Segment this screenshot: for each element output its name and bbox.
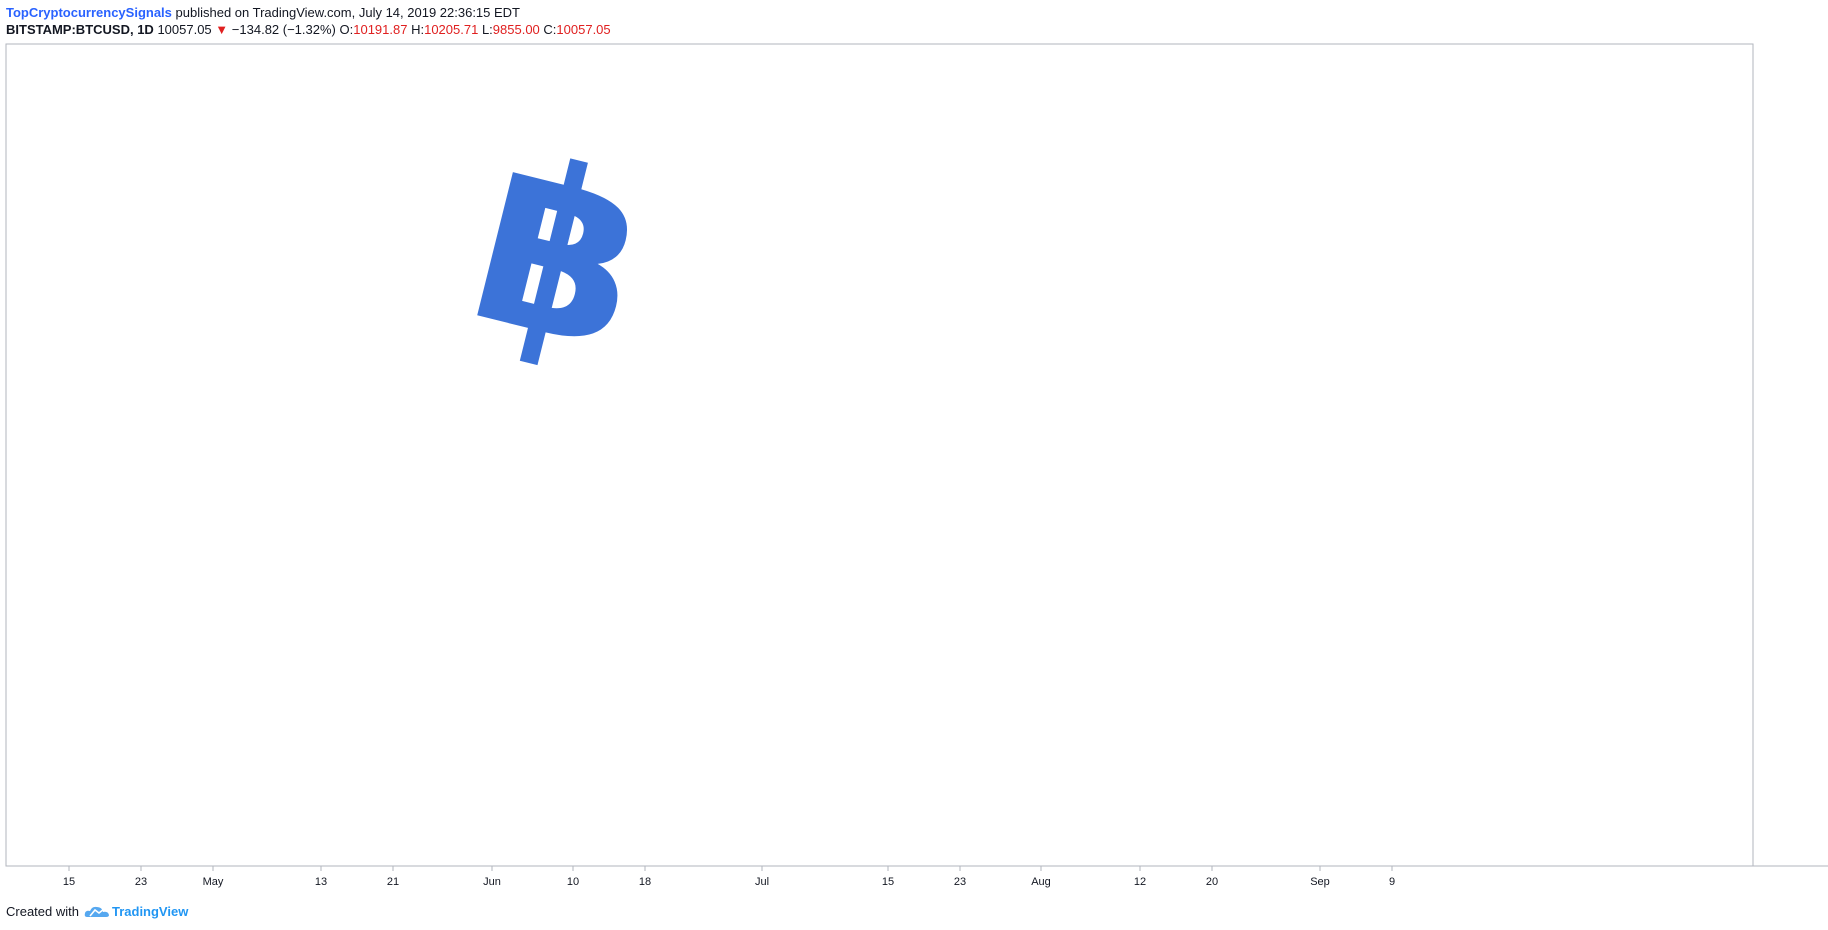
open-value: 10191.87: [353, 22, 408, 37]
time-axis[interactable]: 15 23 May 13 21 Jun 10 18 Jul 15 23 Aug 12 20 Sep 9: [63, 866, 1395, 888]
last-price: 10057.05: [157, 22, 212, 37]
price-change: −134.82 (−1.32%): [231, 22, 336, 37]
time-tick-label: Jul: [755, 876, 769, 888]
footer: Created with TradingView: [6, 903, 188, 921]
time-tick-label: 23: [135, 876, 147, 888]
time-tick-label: Jun: [483, 876, 501, 888]
time-tick-label: 15: [63, 876, 75, 888]
time-tick-label: 10: [567, 876, 579, 888]
time-tick-label: Sep: [1310, 876, 1330, 888]
time-tick-label: 20: [1206, 876, 1218, 888]
created-with-label: Created with: [6, 904, 79, 919]
tradingview-cloud-icon: [84, 906, 109, 917]
change-arrow-icon: ▼: [215, 22, 229, 37]
low-value: 9855.00: [492, 22, 540, 37]
time-tick-label: May: [203, 876, 224, 888]
time-tick-label: 21: [387, 876, 399, 888]
high-label: H:: [411, 22, 425, 37]
close-label: C:: [543, 22, 557, 37]
symbol-label[interactable]: BITSTAMP:BTCUSD, 1D: [6, 22, 154, 37]
ohlc-legend: BITSTAMP:BTCUSD, 1D 10057.05 ▼ −134.82 (…: [6, 21, 611, 39]
open-label: O:: [339, 22, 354, 37]
time-tick-label: 15: [882, 876, 894, 888]
low-label: L:: [481, 22, 493, 37]
publish-info: published on TradingView.com, July 14, 2…: [171, 5, 520, 20]
time-tick-label: Aug: [1031, 876, 1051, 888]
time-tick-label: 23: [954, 876, 966, 888]
high-value: 10205.71: [424, 22, 479, 37]
close-value: 10057.05: [556, 22, 611, 37]
author-link[interactable]: TopCryptocurrencySignals: [6, 5, 172, 20]
tradingview-brand-link[interactable]: TradingView: [111, 904, 189, 919]
time-tick-label: 12: [1134, 876, 1146, 888]
time-tick-label: 9: [1389, 876, 1395, 888]
time-tick-label: 13: [315, 876, 327, 888]
time-tick-label: 18: [639, 876, 651, 888]
plot-area: [5, 43, 1754, 867]
chart-publish-header: TopCryptocurrencySignals published on Tr…: [6, 4, 520, 22]
